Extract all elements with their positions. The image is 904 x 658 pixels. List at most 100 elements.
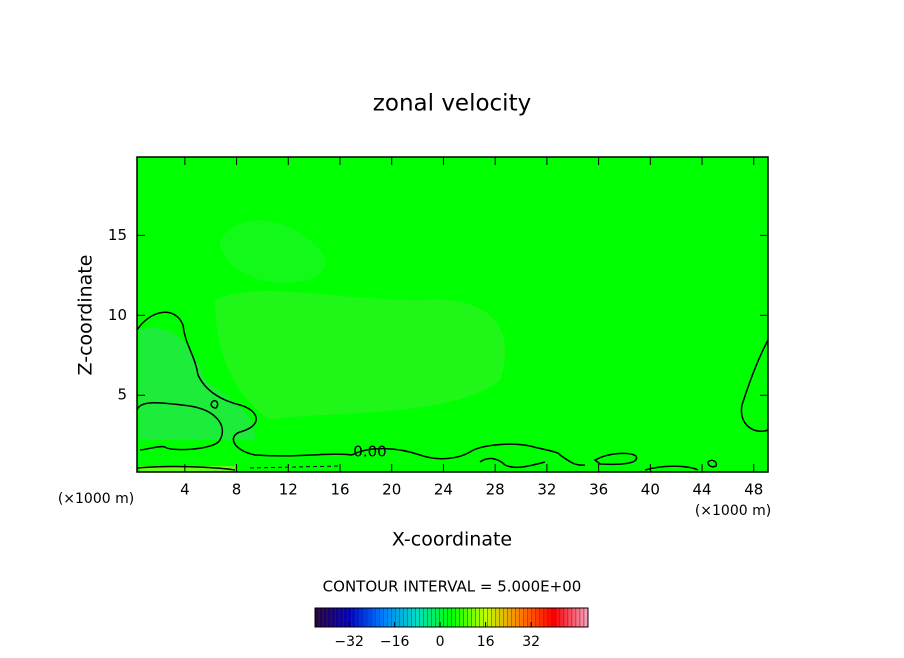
- colorbar-cell: [507, 607, 512, 628]
- x-tick-label: 40: [641, 481, 660, 499]
- colorbar-frame: [314, 607, 589, 628]
- colorbar-cell: [559, 607, 565, 628]
- contour-interval: CONTOUR INTERVAL = 5.000E+00: [323, 578, 582, 596]
- y-tick-label: 5: [117, 386, 127, 404]
- colorbar-cell: [475, 607, 480, 628]
- colorbar-cell: [467, 607, 472, 628]
- colorbar-cell: [326, 607, 332, 628]
- x-axis-label: X-coordinate: [392, 529, 512, 551]
- field-shade: [215, 291, 506, 420]
- colorbar-cell: [495, 607, 500, 628]
- colorbar-cell: [419, 607, 424, 628]
- colorbar-cell: [487, 607, 492, 628]
- contour-line: [707, 459, 718, 468]
- contour-line: [136, 402, 223, 451]
- contour-line-negative: [249, 465, 341, 469]
- x-tick-label: 16: [330, 481, 349, 499]
- contour-label: 0.00: [353, 443, 386, 461]
- colorbar-cell: [431, 607, 436, 628]
- colorbar-tick-label: 32: [522, 634, 540, 650]
- contour-line: [593, 452, 638, 466]
- contour-line: [351, 443, 586, 466]
- colorbar-cell: [575, 607, 581, 628]
- x-tick-label: 48: [744, 481, 763, 499]
- x-tick-label: 36: [589, 481, 608, 499]
- contour-line: [210, 399, 219, 409]
- colorbar-cell: [411, 607, 416, 628]
- colorbar-cell: [579, 607, 585, 628]
- colorbar-cell: [571, 607, 577, 628]
- colorbar-cell: [523, 607, 528, 628]
- colorbar-cell: [395, 607, 400, 628]
- x-tick-label: 8: [232, 481, 242, 499]
- colorbar-cell: [519, 607, 524, 628]
- plot-frame: [136, 156, 769, 473]
- y-axis-label: Z-coordinate: [75, 255, 97, 376]
- x-tick-label: 44: [693, 481, 712, 499]
- colorbar-cell: [342, 607, 348, 628]
- colorbar-cell: [399, 607, 404, 628]
- y-tick-label: 15: [108, 226, 127, 244]
- colorbar-cell: [354, 607, 360, 628]
- colorbar-cell: [379, 607, 384, 628]
- colorbar-cell: [499, 607, 504, 628]
- colorbar-cell: [387, 607, 392, 628]
- colorbar-cell: [531, 607, 537, 628]
- colorbar-cell: [551, 607, 557, 628]
- x-tick-label: 12: [279, 481, 298, 499]
- colorbar-tick-label: 0: [436, 634, 445, 650]
- colorbar-cell: [322, 607, 328, 628]
- x-unit-label: (×1000 m): [58, 491, 134, 507]
- colorbar-cell: [463, 607, 468, 628]
- colorbar-cell: [479, 607, 484, 628]
- field-shade: [220, 220, 326, 284]
- colorbar-cell: [515, 607, 520, 628]
- colorbar-cell: [471, 607, 476, 628]
- colorbar-cell: [451, 607, 456, 628]
- colorbar-cell: [350, 607, 356, 628]
- colorbar-cell: [447, 607, 452, 628]
- colorbar-cell: [567, 607, 573, 628]
- contour-line: [479, 457, 546, 469]
- colorbar-cell: [334, 607, 340, 628]
- colorbar-cell: [535, 607, 541, 628]
- colorbar-cell: [318, 607, 324, 628]
- colorbar-cell: [407, 607, 412, 628]
- colorbar-cell: [547, 607, 553, 628]
- colorbar-tick-label: −32: [334, 634, 364, 650]
- x-tick-label: 24: [434, 481, 453, 499]
- colorbar-cell: [338, 607, 344, 628]
- colorbar-cell: [443, 607, 448, 628]
- colorbar-cell: [427, 607, 432, 628]
- contour-line: [136, 311, 353, 457]
- colorbar-cell: [503, 607, 508, 628]
- colorbar-cell: [375, 607, 380, 628]
- colorbar-tick-label: 16: [477, 634, 495, 650]
- colorbar-cell: [371, 607, 376, 628]
- colorbar-cell: [543, 607, 549, 628]
- colorbar-cell: [366, 607, 372, 628]
- colorbar-cell: [583, 607, 589, 628]
- x-tick-label: 28: [486, 481, 505, 499]
- x-tick-label: 4: [180, 481, 190, 499]
- colorbar-cell: [415, 607, 420, 628]
- colorbar-cell: [330, 607, 336, 628]
- colorbar-cell: [358, 607, 364, 628]
- colorbar-cell: [403, 607, 408, 628]
- colorbar-cell: [563, 607, 569, 628]
- field-shade: [140, 328, 255, 440]
- colorbar-cell: [459, 607, 464, 628]
- chart-title: zonal velocity: [373, 91, 531, 117]
- colorbar-cell: [555, 607, 561, 628]
- colorbar-cell: [539, 607, 545, 628]
- colorbar-cell: [435, 607, 440, 628]
- colorbar-cell: [362, 607, 368, 628]
- colorbar-cell: [314, 607, 320, 628]
- colorbar-cell: [491, 607, 496, 628]
- y-tick-label: 10: [108, 306, 127, 324]
- colorbar-cell: [383, 607, 388, 628]
- contour-line: [740, 339, 769, 432]
- colorbar-cell: [455, 607, 460, 628]
- contour-line: [136, 465, 236, 471]
